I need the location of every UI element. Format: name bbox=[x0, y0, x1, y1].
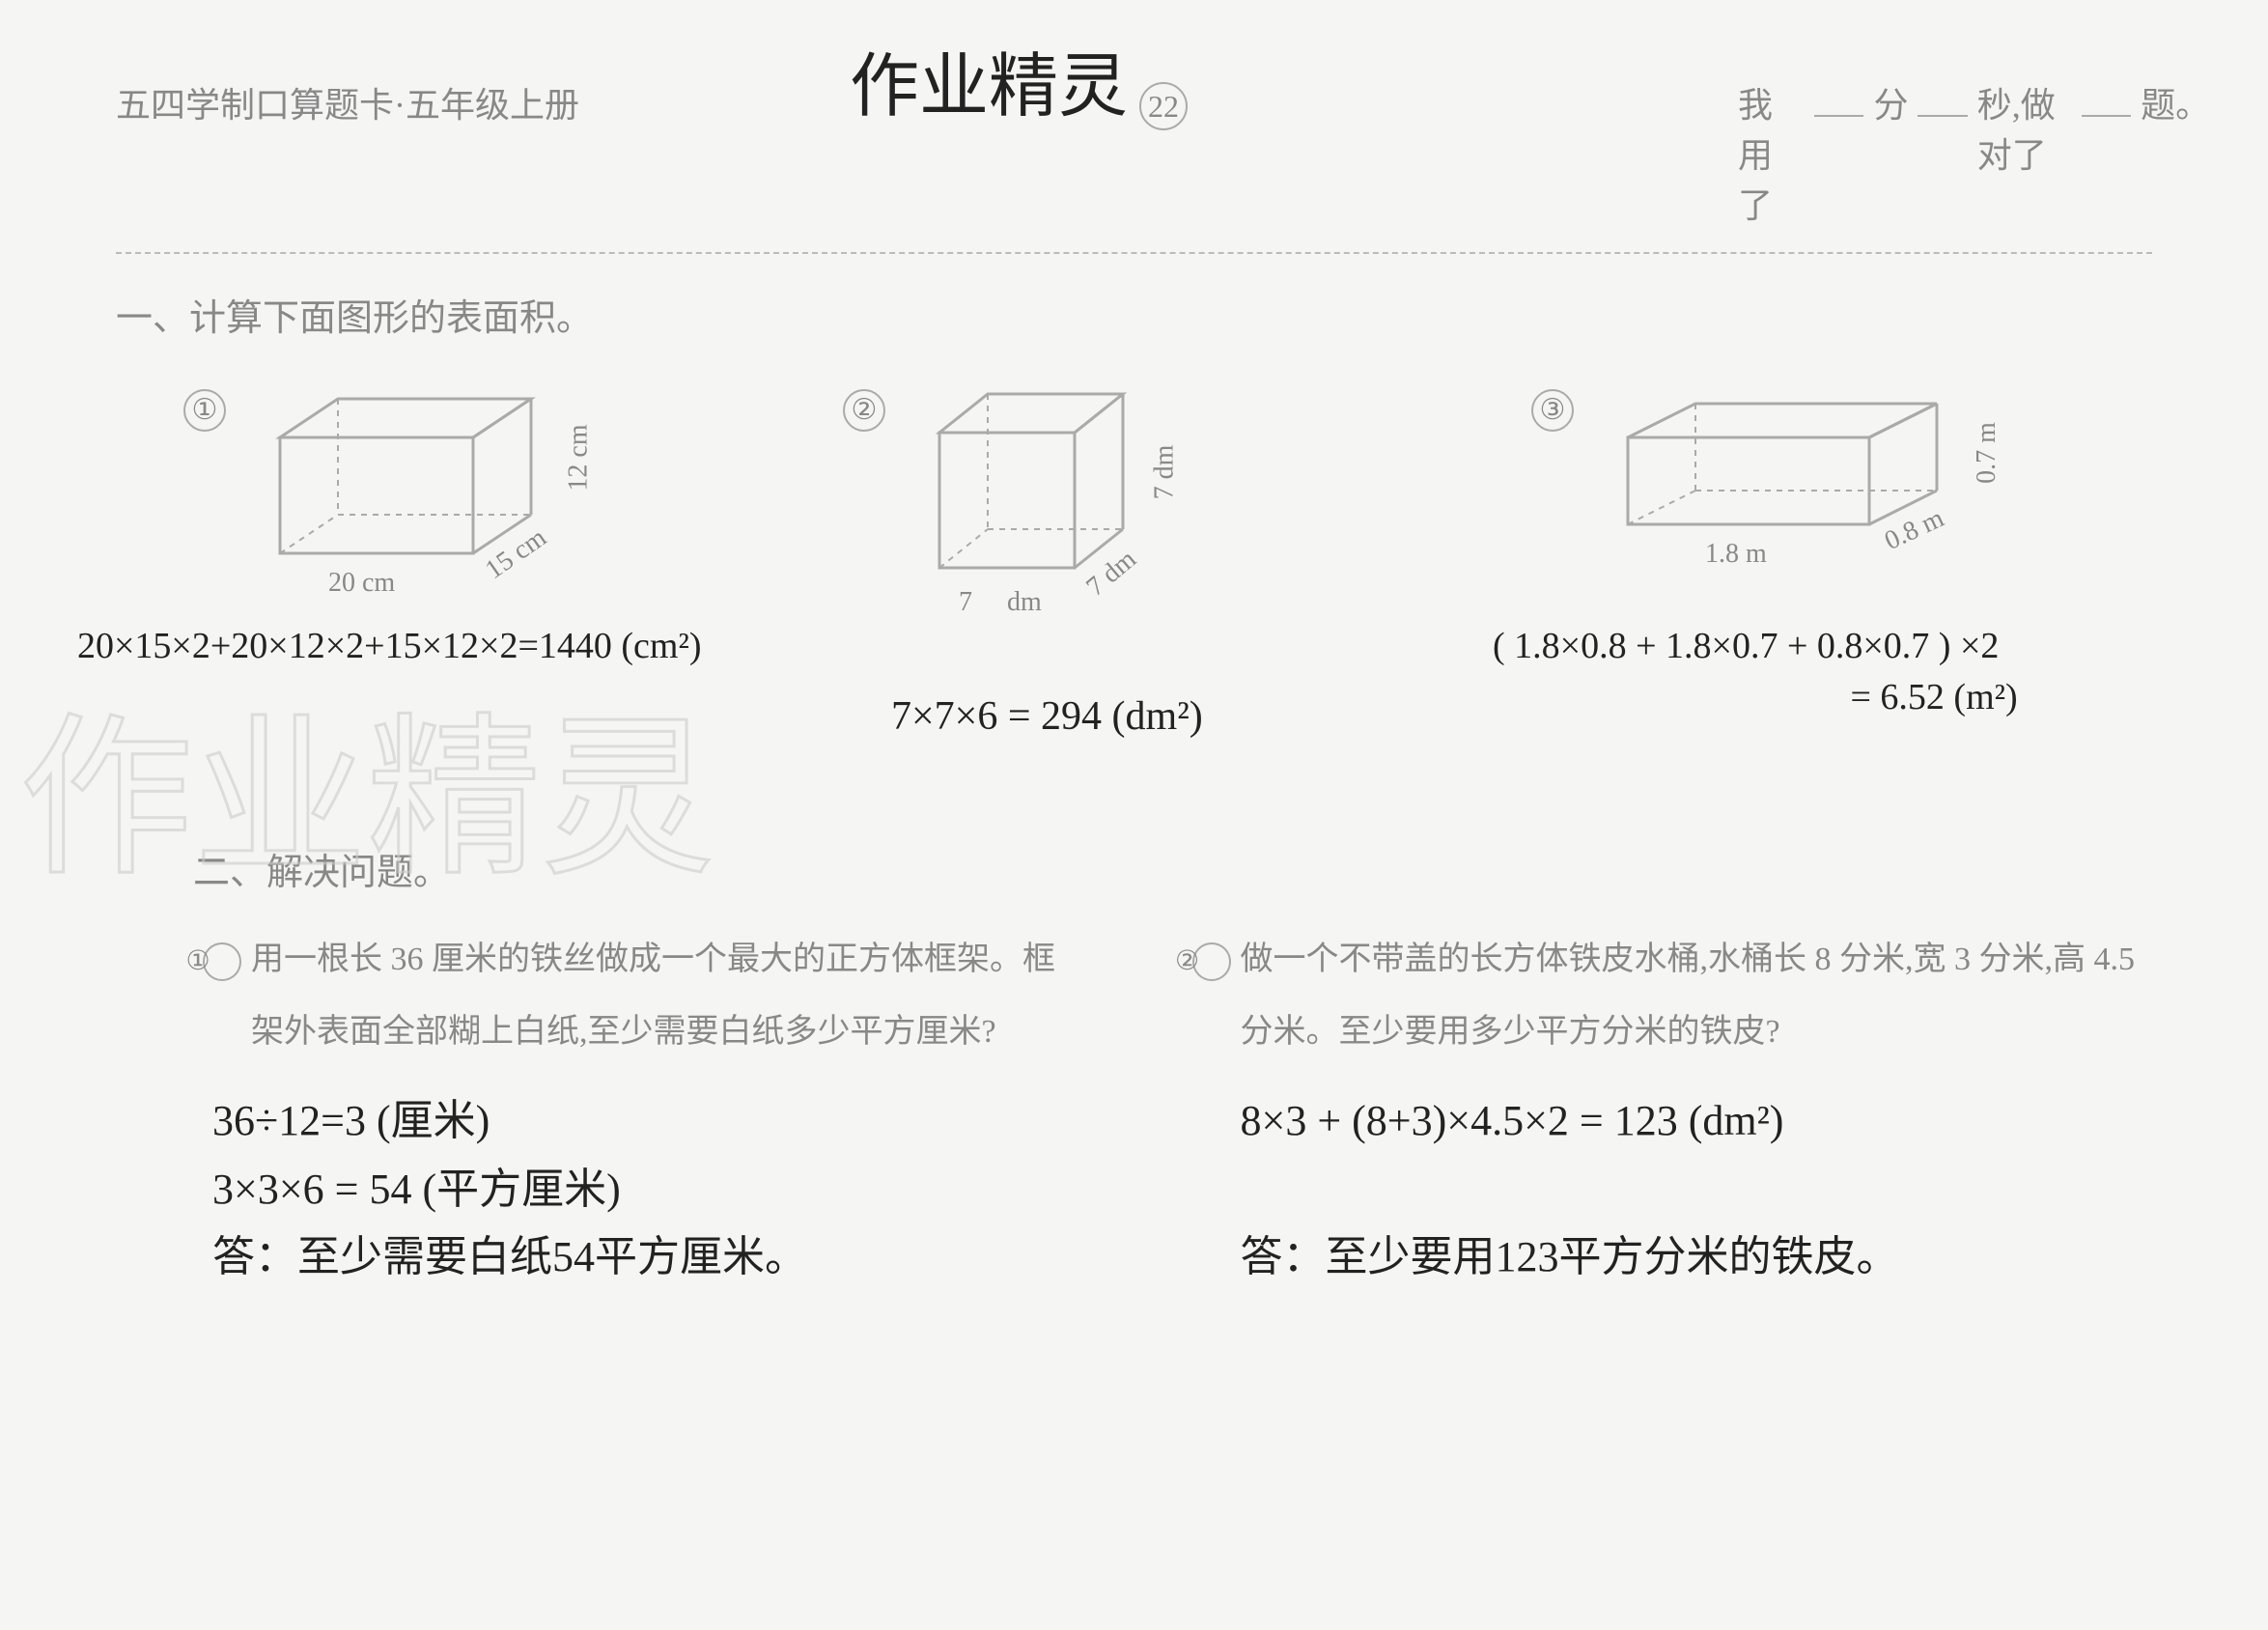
problem-1-body: 用一根长 36 厘米的铁丝做成一个最大的正方体框架。框架外表面全部糊上白纸,至少… bbox=[251, 941, 1055, 1050]
section2-title: 二、解决问题。 bbox=[193, 842, 2152, 895]
problem-2-num: ② bbox=[1192, 942, 1231, 981]
shape-num-3: ③ bbox=[1531, 389, 1574, 432]
problem-2-answer: 8×3 + (8+3)×4.5×2 = 123 (dm²) 答：至少要用123平… bbox=[1183, 1087, 2153, 1291]
problem-1: ① 用一根长 36 厘米的铁丝做成一个最大的正方体框架。框架外表面全部糊上白纸,至… bbox=[116, 924, 1086, 1292]
shape-block-1: ① 20 cm 15 cm 12 cm 20×15×2+20×12×2+15×1… bbox=[116, 370, 756, 745]
cube-icon bbox=[910, 375, 1181, 606]
timer-label-1: 我用了 bbox=[1738, 77, 1805, 228]
problem-1-answer: 36÷12=3 (厘米) 3×3×6 = 54 (平方厘米) 答：至少需要白纸5… bbox=[154, 1087, 1086, 1291]
problem-1-text: ① 用一根长 36 厘米的铁丝做成一个最大的正方体框架。框架外表面全部糊上白纸,至… bbox=[193, 924, 1086, 1069]
timer-unit-end: 题。 bbox=[2141, 77, 2210, 127]
dim-h-1: 12 cm bbox=[564, 424, 595, 491]
dim-h-3: 0.7 m bbox=[1972, 422, 2002, 484]
calc-3: ( 1.8×0.8 + 1.8×0.7 + 0.8×0.7 ) ×2 = 6.5… bbox=[1493, 621, 2152, 723]
timer-unit-min: 分 bbox=[1873, 77, 1908, 127]
page-header: 五四学制口算题卡·五年级上册 作业精灵 22 我用了 分 秒,做对了 题。 bbox=[116, 77, 2152, 228]
section1-title: 一、计算下面图形的表面积。 bbox=[116, 288, 2152, 341]
shape-block-3: ③ 1.8 m 0.8 m 0.7 m ( 1.8×0.8 + 1.8×0.7 … bbox=[1512, 370, 2152, 745]
header-divider bbox=[116, 252, 2152, 254]
calc-1: 20×15×2+20×12×2+15×12×2=1440 (cm²) bbox=[77, 621, 756, 672]
blank-seconds bbox=[1918, 115, 1967, 117]
dim-w-1: 20 cm bbox=[328, 568, 395, 599]
dim-h-2: 7 dm bbox=[1149, 445, 1180, 500]
handwritten-logo-title: 作业精灵 bbox=[850, 29, 1128, 130]
page-number-circle: 22 bbox=[1139, 82, 1188, 130]
timer-unit-sec: 秒,做对了 bbox=[1977, 77, 2072, 178]
problem-2: ② 做一个不带盖的长方体铁皮水桶,水桶长 8 分米,宽 3 分米,高 4.5 分米… bbox=[1183, 924, 2153, 1292]
blank-correct bbox=[2082, 115, 2131, 117]
blank-minutes bbox=[1814, 115, 1863, 117]
timer-fill-in: 我用了 分 秒,做对了 题。 bbox=[1738, 77, 2210, 228]
calc-2: 7×7×6 = 294 (dm²) bbox=[891, 689, 1454, 745]
shape-num-2: ② bbox=[843, 389, 885, 432]
section2: 二、解决问题。 ① 用一根长 36 厘米的铁丝做成一个最大的正方体框架。框架外表面… bbox=[116, 842, 2152, 1292]
dim-w-2b: dm bbox=[1007, 587, 1042, 618]
shape-num-1: ① bbox=[183, 389, 226, 432]
shape-block-2: ② 7 dm 7 dm 7 dm 7×7×6 = 294 (dm²) bbox=[814, 370, 1454, 745]
dim-w-3: 1.8 m bbox=[1705, 539, 1767, 570]
problem-2-body: 做一个不带盖的长方体铁皮水桶,水桶长 8 分米,宽 3 分米,高 4.5 分米。… bbox=[1241, 941, 2136, 1050]
dim-w-2: 7 bbox=[959, 587, 972, 618]
series-title: 五四学制口算题卡·五年级上册 bbox=[116, 77, 579, 127]
problems-container: ① 用一根长 36 厘米的铁丝做成一个最大的正方体框架。框架外表面全部糊上白纸,至… bbox=[116, 924, 2152, 1292]
shapes-container: ① 20 cm 15 cm 12 cm 20×15×2+20×12×2+15×1… bbox=[116, 370, 2152, 745]
cuboid-3-icon bbox=[1599, 389, 1985, 582]
problem-2-text: ② 做一个不带盖的长方体铁皮水桶,水桶长 8 分米,宽 3 分米,高 4.5 分米… bbox=[1183, 924, 2153, 1069]
problem-1-num: ① bbox=[203, 942, 241, 981]
